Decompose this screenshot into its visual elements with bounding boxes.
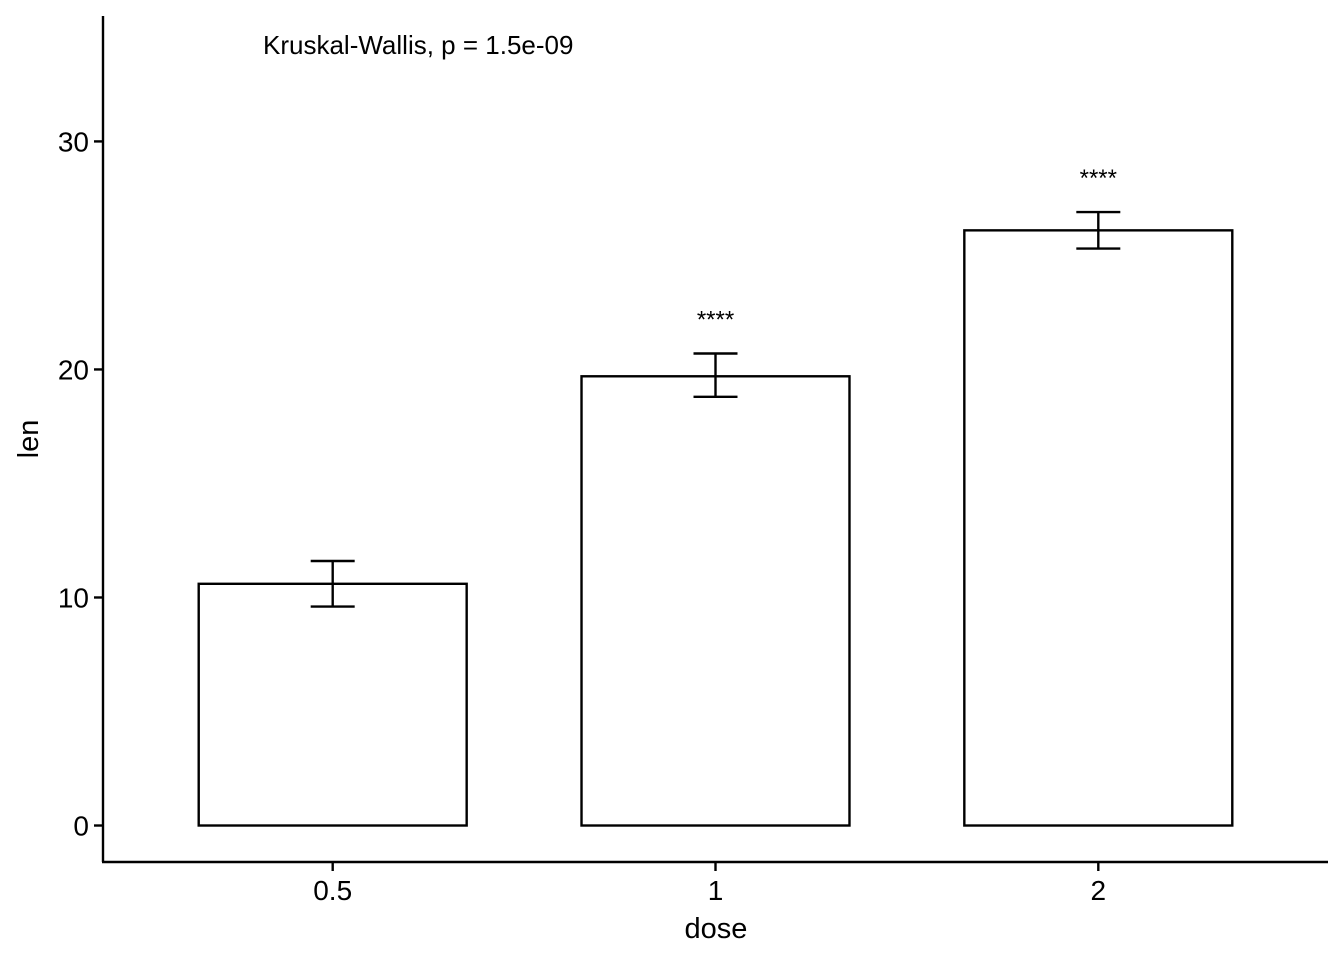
bar-2 bbox=[963, 229, 1234, 827]
bar-1 bbox=[580, 375, 851, 827]
y-tick-label-30: 30 bbox=[58, 126, 89, 157]
error-bars-layer bbox=[310, 210, 1121, 608]
y-tick-label-10: 10 bbox=[58, 582, 89, 613]
kruskal-wallis-annotation: Kruskal-Wallis, p = 1.5e-09 bbox=[263, 30, 573, 60]
x-ticks-layer: 0.5 1 2 bbox=[313, 862, 1106, 906]
significance-label-2: **** bbox=[1080, 165, 1117, 192]
y-tick-label-0: 0 bbox=[73, 811, 89, 842]
error-bar-0.5 bbox=[310, 559, 355, 608]
x-axis-title: dose bbox=[685, 913, 748, 945]
significance-labels-layer: **** **** bbox=[697, 165, 1117, 333]
error-bar-2 bbox=[1076, 210, 1121, 250]
significance-label-1: **** bbox=[697, 306, 734, 333]
error-bar-1 bbox=[693, 352, 738, 399]
x-tick-label-1: 1 bbox=[708, 875, 724, 906]
y-ticks-layer: 0 10 20 30 bbox=[58, 126, 103, 842]
y-axis-title: len bbox=[13, 420, 45, 459]
x-tick-label-2: 2 bbox=[1091, 875, 1107, 906]
bar-0.5 bbox=[197, 582, 468, 827]
y-tick-label-20: 20 bbox=[58, 354, 89, 385]
x-tick-label-0.5: 0.5 bbox=[313, 875, 352, 906]
